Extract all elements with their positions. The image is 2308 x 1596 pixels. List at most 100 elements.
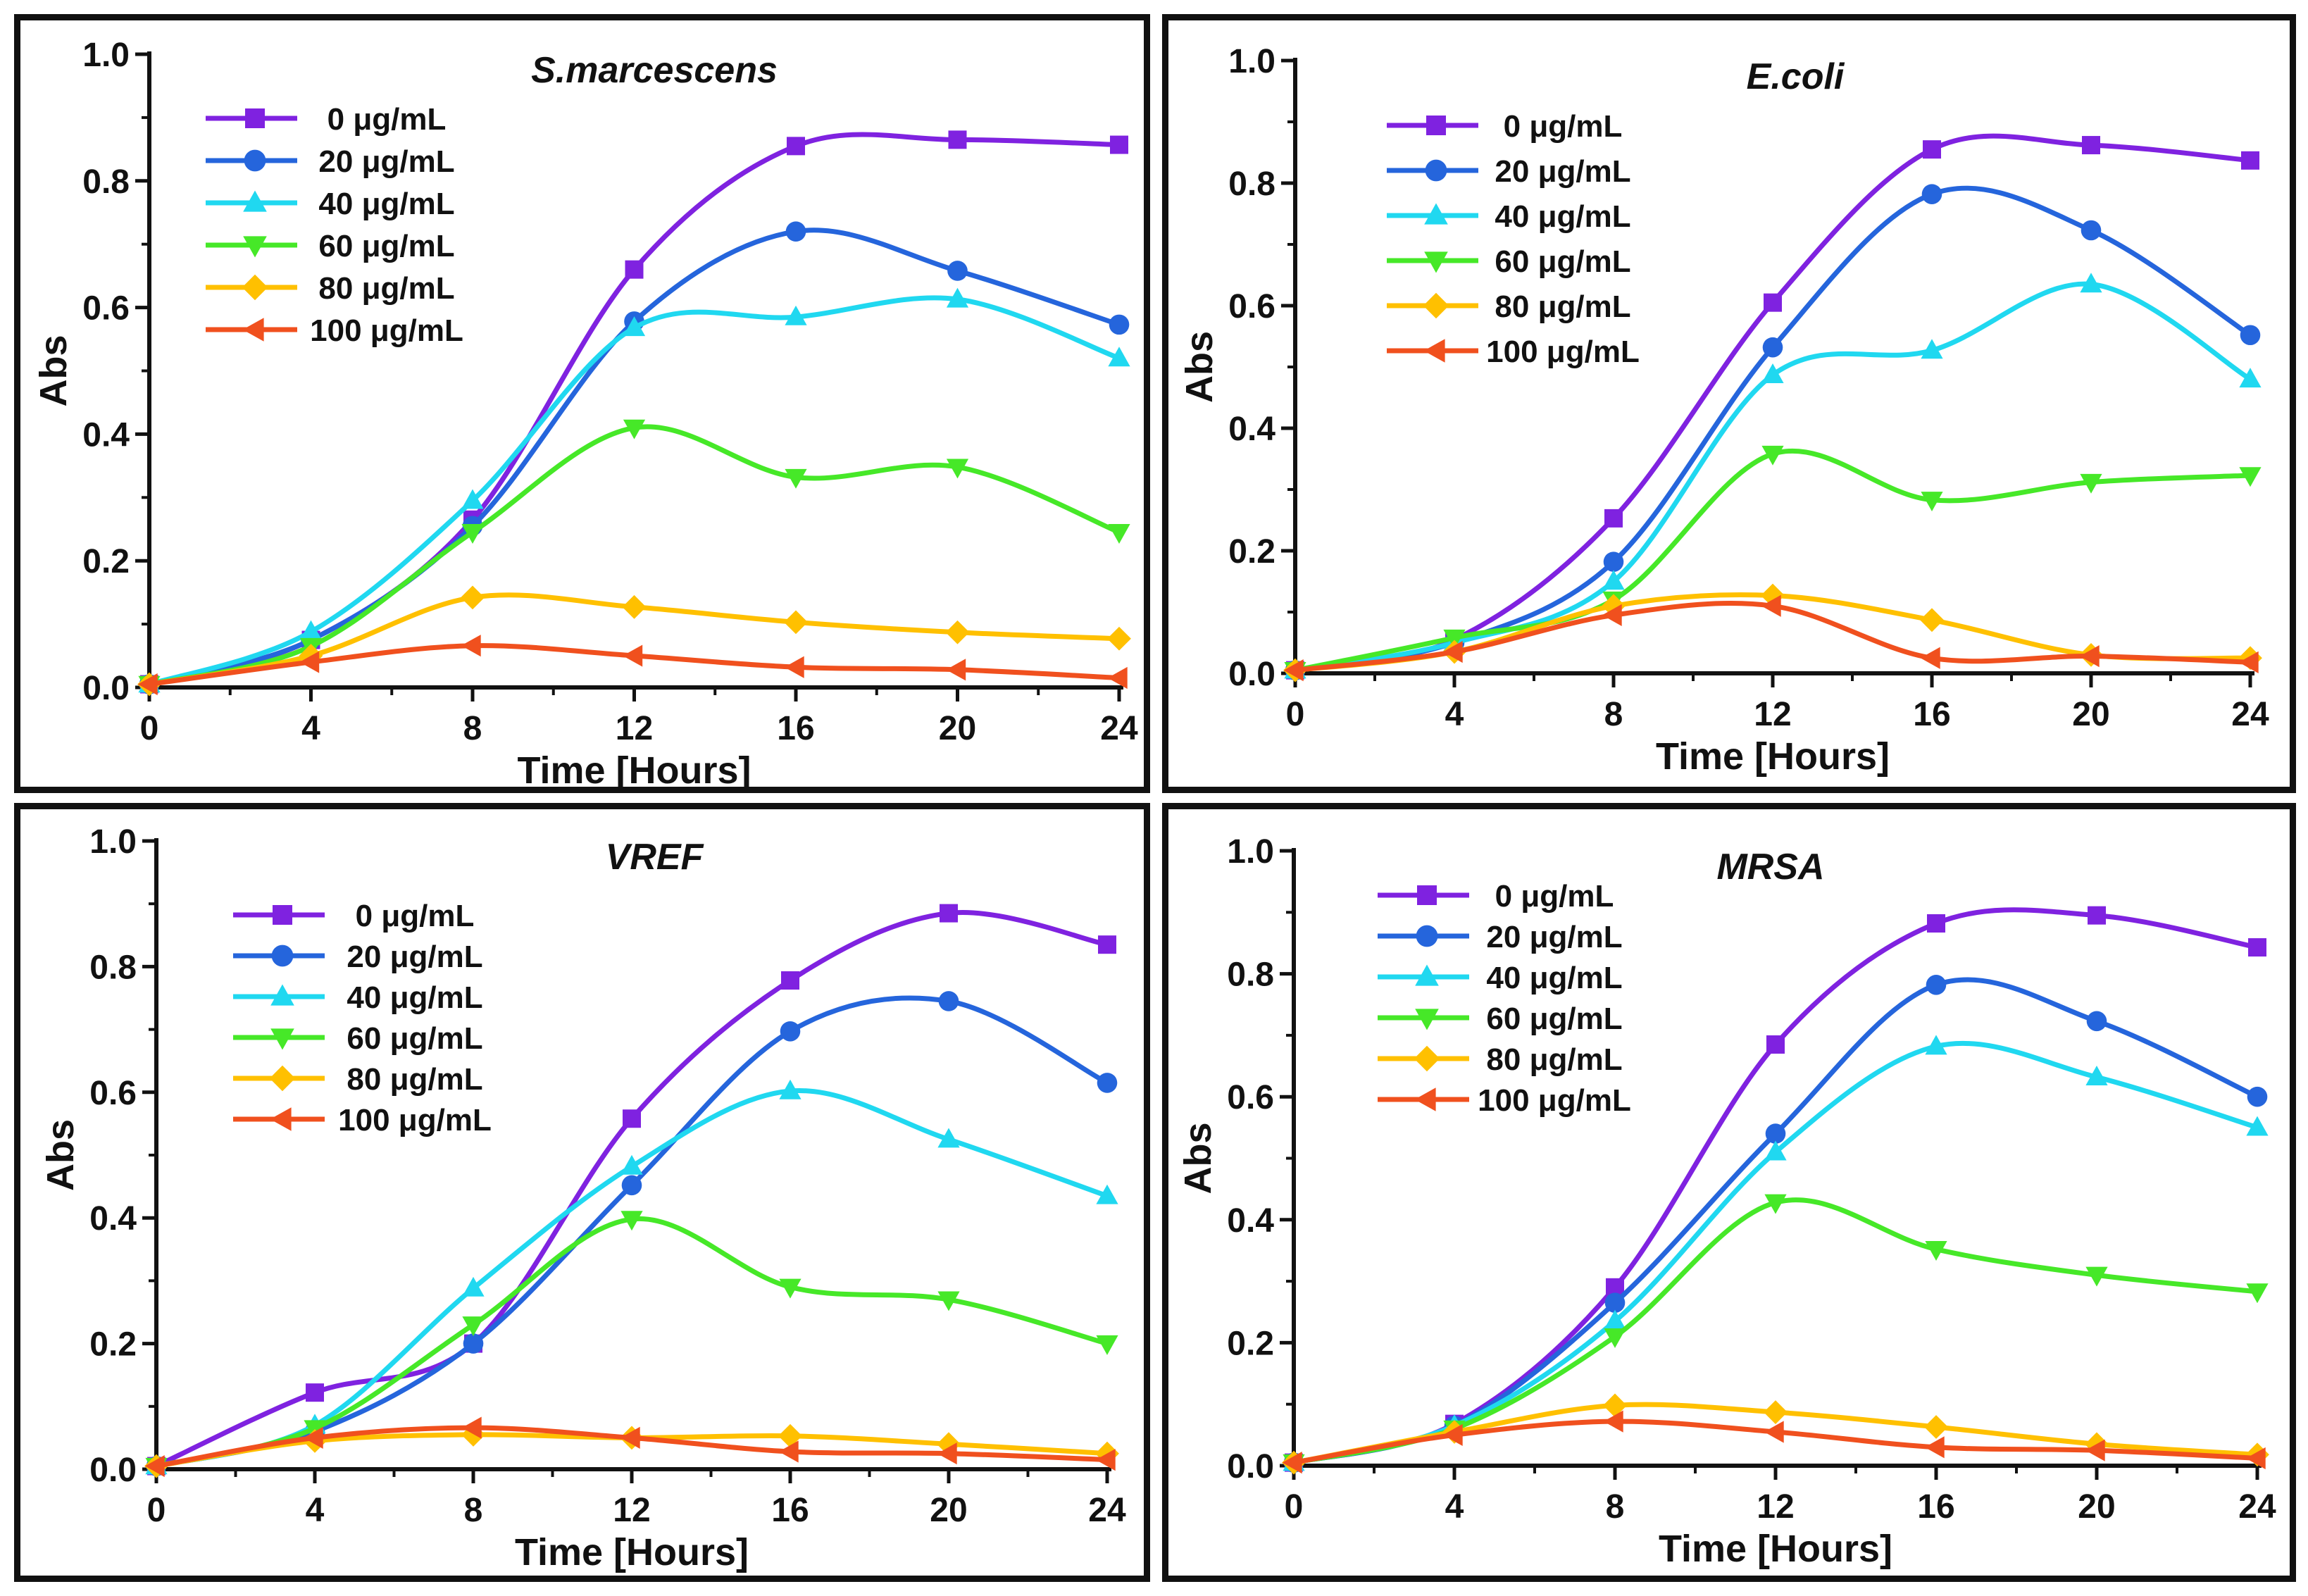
data-point [2085,1066,2108,1085]
data-point [2240,325,2261,346]
legend-label: 40 μg/mL [347,980,482,1015]
data-point [1923,140,1941,159]
y-tick-label: 0.8 [1228,166,1275,203]
chart-title: MRSA [1716,847,1824,887]
legend-label: 20 μg/mL [347,940,482,974]
data-point [621,1175,642,1196]
x-tick-label: 12 [1754,696,1791,733]
x-tick-label: 12 [613,1492,650,1529]
x-axis-label: Time [Hours] [1659,1528,1892,1570]
data-point [2248,938,2266,957]
chart-e-coli: 0.0 0.2 0.4 0.6 0.8 1.0 0 4 8 12 16 20 24 Time [Hours… [1178,43,2269,778]
data-point [947,261,968,281]
x-tick-label: 12 [616,710,653,747]
data-point [299,620,323,640]
data-point [946,659,966,681]
data-point [1766,1035,1785,1054]
legend-marker [1423,339,1445,363]
y-axis-label: Abs [39,1119,82,1191]
data-point [1765,1123,1786,1144]
y-tick-label: 0.6 [1227,1079,1274,1116]
data-point [1109,314,1130,335]
y-tick-label: 0.2 [1228,533,1275,571]
legend-marker [1415,1009,1439,1030]
data-point [785,468,807,489]
legend-label: 20 μg/mL [1495,154,1630,189]
legend-label: 40 μg/mL [1486,961,1622,995]
legend-marker [244,149,266,172]
x-tick-label: 20 [2072,696,2109,733]
y-tick-label: 0.2 [82,543,130,580]
data-point [1761,445,1784,466]
data-point [1604,1309,1626,1330]
y-axis-label: Abs [32,335,75,406]
legend-label: 80 μg/mL [347,1062,482,1097]
data-point [1110,135,1128,154]
chart-s-marcescens: 0.0 0.2 0.4 0.6 0.8 1.0 0 4 8 12 16 20 24 Time [Hours… [32,37,1138,787]
data-point [1920,608,1944,632]
data-point [1603,1393,1627,1418]
data-point [1442,640,1463,663]
data-point [303,1426,323,1449]
data-point [1761,363,1784,384]
data-point [1602,604,1622,626]
data-point [1283,659,1304,682]
legend-label: 100 μg/mL [1486,335,1640,369]
data-point [306,1383,324,1402]
data-point [1764,1140,1787,1161]
legend-label: 60 μg/mL [347,1021,482,1056]
data-point [1925,1035,1947,1055]
data-point [1926,975,1947,995]
data-point [623,419,646,439]
legend-label: 100 μg/mL [310,313,463,348]
data-point [461,635,481,657]
data-point [1095,1449,1116,1471]
data-point [2080,273,2102,293]
legend-marker [269,1065,296,1092]
legend-marker [1424,203,1448,225]
data-point [946,459,969,479]
data-point [778,1440,799,1463]
y-tick-label: 0.0 [82,670,130,707]
data-point [778,1423,802,1448]
legend-label: 20 μg/mL [318,144,454,179]
x-tick-label: 8 [464,1492,483,1529]
series-5 [144,1416,1116,1478]
y-tick-label: 0.2 [1227,1325,1274,1362]
legend-label: 80 μg/mL [1486,1042,1622,1077]
data-point [787,137,805,156]
x-tick-label: 16 [771,1492,809,1529]
data-point [1603,1410,1623,1433]
data-point [1764,293,1782,312]
data-point [1927,914,1945,933]
series-5 [137,635,1128,696]
x-axis-label: Time [Hours] [517,749,751,787]
x-tick-label: 4 [1445,696,1464,733]
x-tick-label: 4 [306,1492,325,1529]
chart-title: S.marcescens [531,50,778,91]
legend-label: 100 μg/mL [338,1103,492,1137]
data-point [1924,1436,1945,1459]
data-point [1920,647,1940,669]
data-point [784,610,808,635]
series-line [1292,601,2253,673]
data-point [2238,651,2259,673]
y-tick-label: 1.0 [89,823,137,861]
y-tick-label: 0.6 [82,290,130,328]
data-point [463,1333,484,1354]
x-tick-label: 4 [301,710,320,747]
x-tick-label: 4 [1445,1488,1464,1526]
legend-marker [242,274,268,301]
data-point [937,1128,960,1148]
data-point [2239,467,2262,487]
chart-mrsa: 0.0 0.2 0.4 0.6 0.8 1.0 0 4 8 12 16 20 24 Time [Hours… [1177,833,2276,1570]
x-tick-label: 24 [2238,1488,2276,1526]
legend-marker [242,318,264,342]
data-point [462,1316,485,1337]
panel-mrsa: 0.0 0.2 0.4 0.6 0.8 1.0 0 4 8 12 16 20 24 Time [Hours… [1162,803,2296,1582]
series-line [1292,448,2253,673]
panel-vref: 0.0 0.2 0.4 0.6 0.8 1.0 0 4 8 12 16 20 24 Time [Hours… [14,803,1150,1582]
legend-label: 100 μg/mL [1478,1083,1631,1118]
legend-label: 80 μg/mL [318,271,454,306]
series-4 [137,585,1131,697]
